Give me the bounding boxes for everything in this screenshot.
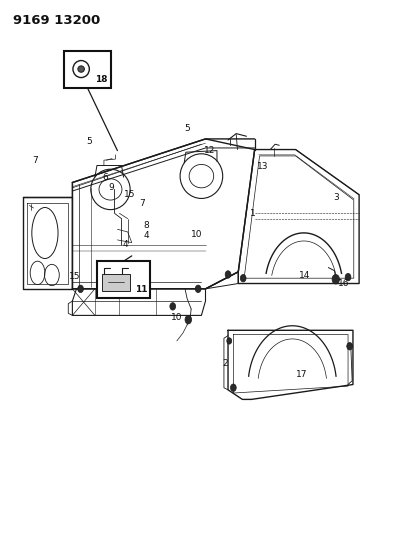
Text: 2: 2 (222, 359, 228, 368)
Circle shape (225, 271, 231, 278)
Text: 7: 7 (139, 199, 145, 208)
Text: 10: 10 (171, 312, 182, 321)
Text: 4: 4 (143, 231, 149, 240)
Text: 15: 15 (124, 190, 136, 199)
Text: 9169 13200: 9169 13200 (13, 14, 100, 27)
Text: 8: 8 (143, 221, 149, 230)
Text: 6: 6 (102, 173, 108, 182)
Text: 5: 5 (184, 124, 190, 133)
Circle shape (240, 274, 246, 282)
Text: 11: 11 (136, 285, 148, 294)
Circle shape (78, 285, 83, 293)
Bar (64, 51, 111, 88)
Text: 12: 12 (204, 146, 215, 155)
Text: 17: 17 (296, 370, 307, 379)
Text: 10: 10 (191, 230, 202, 239)
Circle shape (185, 316, 192, 324)
Text: 16: 16 (338, 279, 350, 288)
Bar (102, 274, 130, 291)
Text: 15: 15 (69, 272, 80, 280)
Bar (97, 261, 150, 298)
Ellipse shape (78, 66, 84, 72)
Circle shape (170, 303, 175, 310)
Text: 9: 9 (109, 183, 114, 192)
Circle shape (332, 274, 339, 284)
Text: 5: 5 (86, 137, 92, 146)
Circle shape (345, 273, 351, 281)
Circle shape (227, 338, 232, 344)
Circle shape (195, 285, 201, 293)
Text: 7: 7 (32, 156, 38, 165)
Text: 3: 3 (334, 193, 339, 202)
Circle shape (98, 285, 104, 293)
Circle shape (231, 384, 236, 391)
Circle shape (347, 343, 353, 350)
Text: 14: 14 (299, 271, 310, 279)
Text: 4: 4 (123, 240, 129, 249)
Text: 1: 1 (250, 209, 256, 218)
Text: 13: 13 (257, 162, 269, 171)
Text: 18: 18 (95, 75, 107, 84)
